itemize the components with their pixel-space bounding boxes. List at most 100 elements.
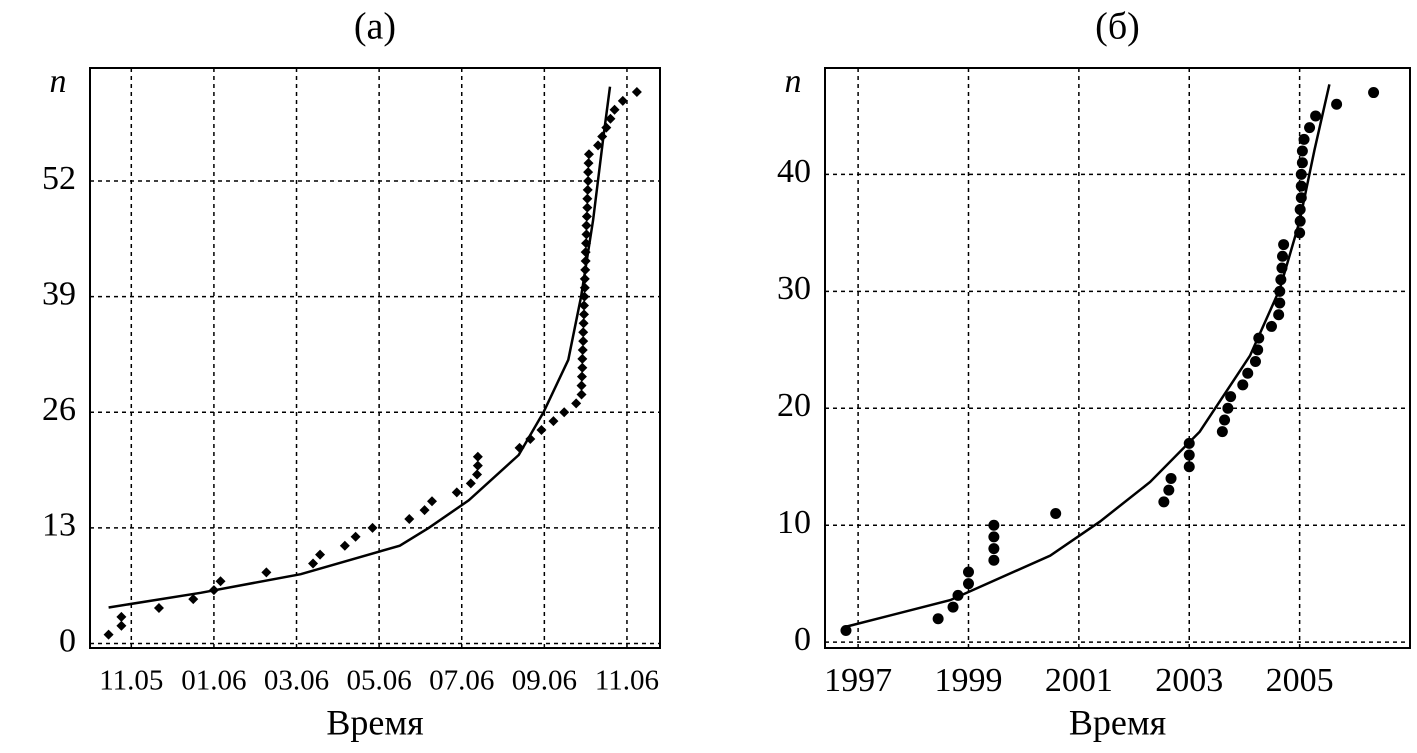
data-point [514, 442, 525, 453]
x-tick-label: 03.06 [264, 665, 329, 697]
data-point [579, 309, 589, 320]
data-point [1249, 356, 1261, 368]
fit-curve [844, 84, 1331, 629]
data-point [579, 291, 590, 302]
data-point [536, 425, 547, 436]
data-point [1294, 203, 1306, 215]
data-point [1331, 98, 1343, 110]
x-axis-label: Время [326, 702, 423, 742]
data-point [465, 478, 476, 489]
data-point [962, 578, 974, 590]
y-tick-label: 0 [59, 622, 76, 659]
data-point [1310, 110, 1322, 122]
data-point [577, 353, 588, 364]
data-point [609, 104, 620, 115]
data-point [350, 531, 361, 542]
data-point [1242, 367, 1254, 379]
data-point [1222, 402, 1234, 414]
data-point [577, 362, 588, 373]
y-axis-label: n [50, 63, 67, 100]
data-point [1296, 157, 1308, 169]
data-point [427, 496, 437, 507]
data-point [601, 122, 612, 133]
data-point [188, 594, 199, 605]
data-point [617, 95, 628, 106]
data-point [583, 175, 594, 186]
data-point [576, 380, 587, 391]
y-tick-label: 39 [42, 275, 76, 312]
x-tick-label: 1999 [934, 662, 1002, 699]
data-point [215, 576, 226, 587]
data-point [472, 469, 483, 480]
y-tick-label: 0 [794, 621, 811, 658]
x-tick-label: 2003 [1155, 662, 1223, 699]
x-tick-label: 11.06 [595, 665, 659, 697]
data-point [1163, 484, 1175, 496]
panel-title: (б) [1095, 6, 1140, 48]
y-tick-label: 30 [777, 270, 811, 307]
data-point [1265, 320, 1277, 332]
plot-frame [89, 67, 661, 649]
data-point [404, 514, 415, 525]
data-point [1294, 227, 1306, 239]
data-point [1216, 426, 1228, 438]
x-tick-label: 2005 [1266, 662, 1334, 699]
data-point [419, 505, 430, 516]
data-point [261, 567, 272, 578]
data-point [308, 558, 319, 569]
data-point [1274, 285, 1286, 297]
data-point [1158, 496, 1170, 508]
data-point [1237, 379, 1249, 391]
data-point [580, 256, 591, 267]
data-point [571, 398, 582, 409]
data-point [1225, 391, 1237, 403]
data-point [1296, 145, 1308, 157]
x-tick-label: 11.05 [99, 665, 163, 697]
data-point [153, 602, 164, 613]
data-point [579, 282, 590, 293]
data-point [631, 87, 642, 98]
data-point [597, 131, 608, 142]
data-point [581, 238, 592, 249]
data-point [932, 613, 944, 625]
data-point [988, 531, 1000, 543]
data-point [472, 451, 483, 462]
data-point [582, 202, 593, 213]
data-point [1294, 215, 1306, 227]
data-point [988, 519, 1000, 531]
data-point [548, 416, 559, 427]
data-point [1274, 297, 1286, 309]
data-point [578, 327, 589, 338]
y-tick-label: 40 [777, 153, 811, 190]
data-point [593, 140, 604, 151]
data-point [1183, 449, 1195, 461]
panel: (а) n Время 0 13 26 39 52 11.05 01.06 03.06 05.06 07… [42, 6, 661, 742]
data-point [1252, 344, 1264, 356]
data-point [1295, 192, 1307, 204]
data-point [1298, 133, 1310, 145]
data-point [1165, 472, 1177, 484]
data-point [451, 487, 462, 498]
data-point [579, 273, 590, 284]
data-point [583, 167, 594, 178]
data-point [315, 549, 326, 560]
data-point [1273, 309, 1285, 321]
data-point [472, 460, 483, 471]
data-point [339, 540, 350, 551]
data-point [580, 264, 591, 275]
data-point [116, 620, 127, 631]
data-point [947, 601, 959, 613]
data-point [962, 566, 974, 578]
data-point [580, 247, 591, 258]
data-point [1278, 239, 1290, 251]
data-point [583, 149, 594, 160]
data-point [1183, 461, 1195, 473]
x-tick-label: 05.06 [347, 665, 412, 697]
data-point [1277, 250, 1289, 262]
data-point [367, 522, 378, 533]
data-point [581, 211, 592, 222]
x-tick-label: 09.06 [512, 665, 577, 697]
x-axis-label: Время [1069, 702, 1166, 742]
data-point [525, 433, 536, 444]
